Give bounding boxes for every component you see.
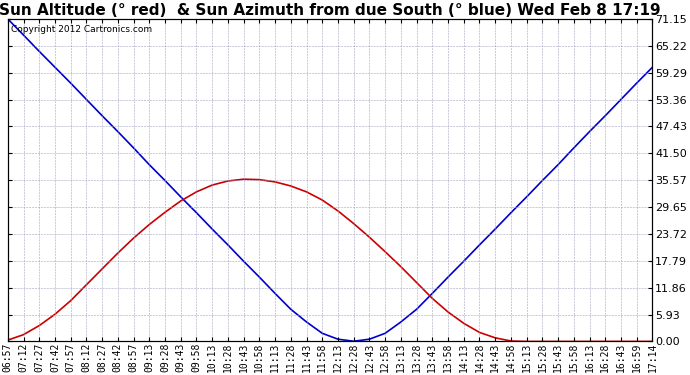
Title: Sun Altitude (° red)  & Sun Azimuth from due South (° blue) Wed Feb 8 17:19: Sun Altitude (° red) & Sun Azimuth from … xyxy=(0,3,661,18)
Text: Copyright 2012 Cartronics.com: Copyright 2012 Cartronics.com xyxy=(11,26,152,34)
